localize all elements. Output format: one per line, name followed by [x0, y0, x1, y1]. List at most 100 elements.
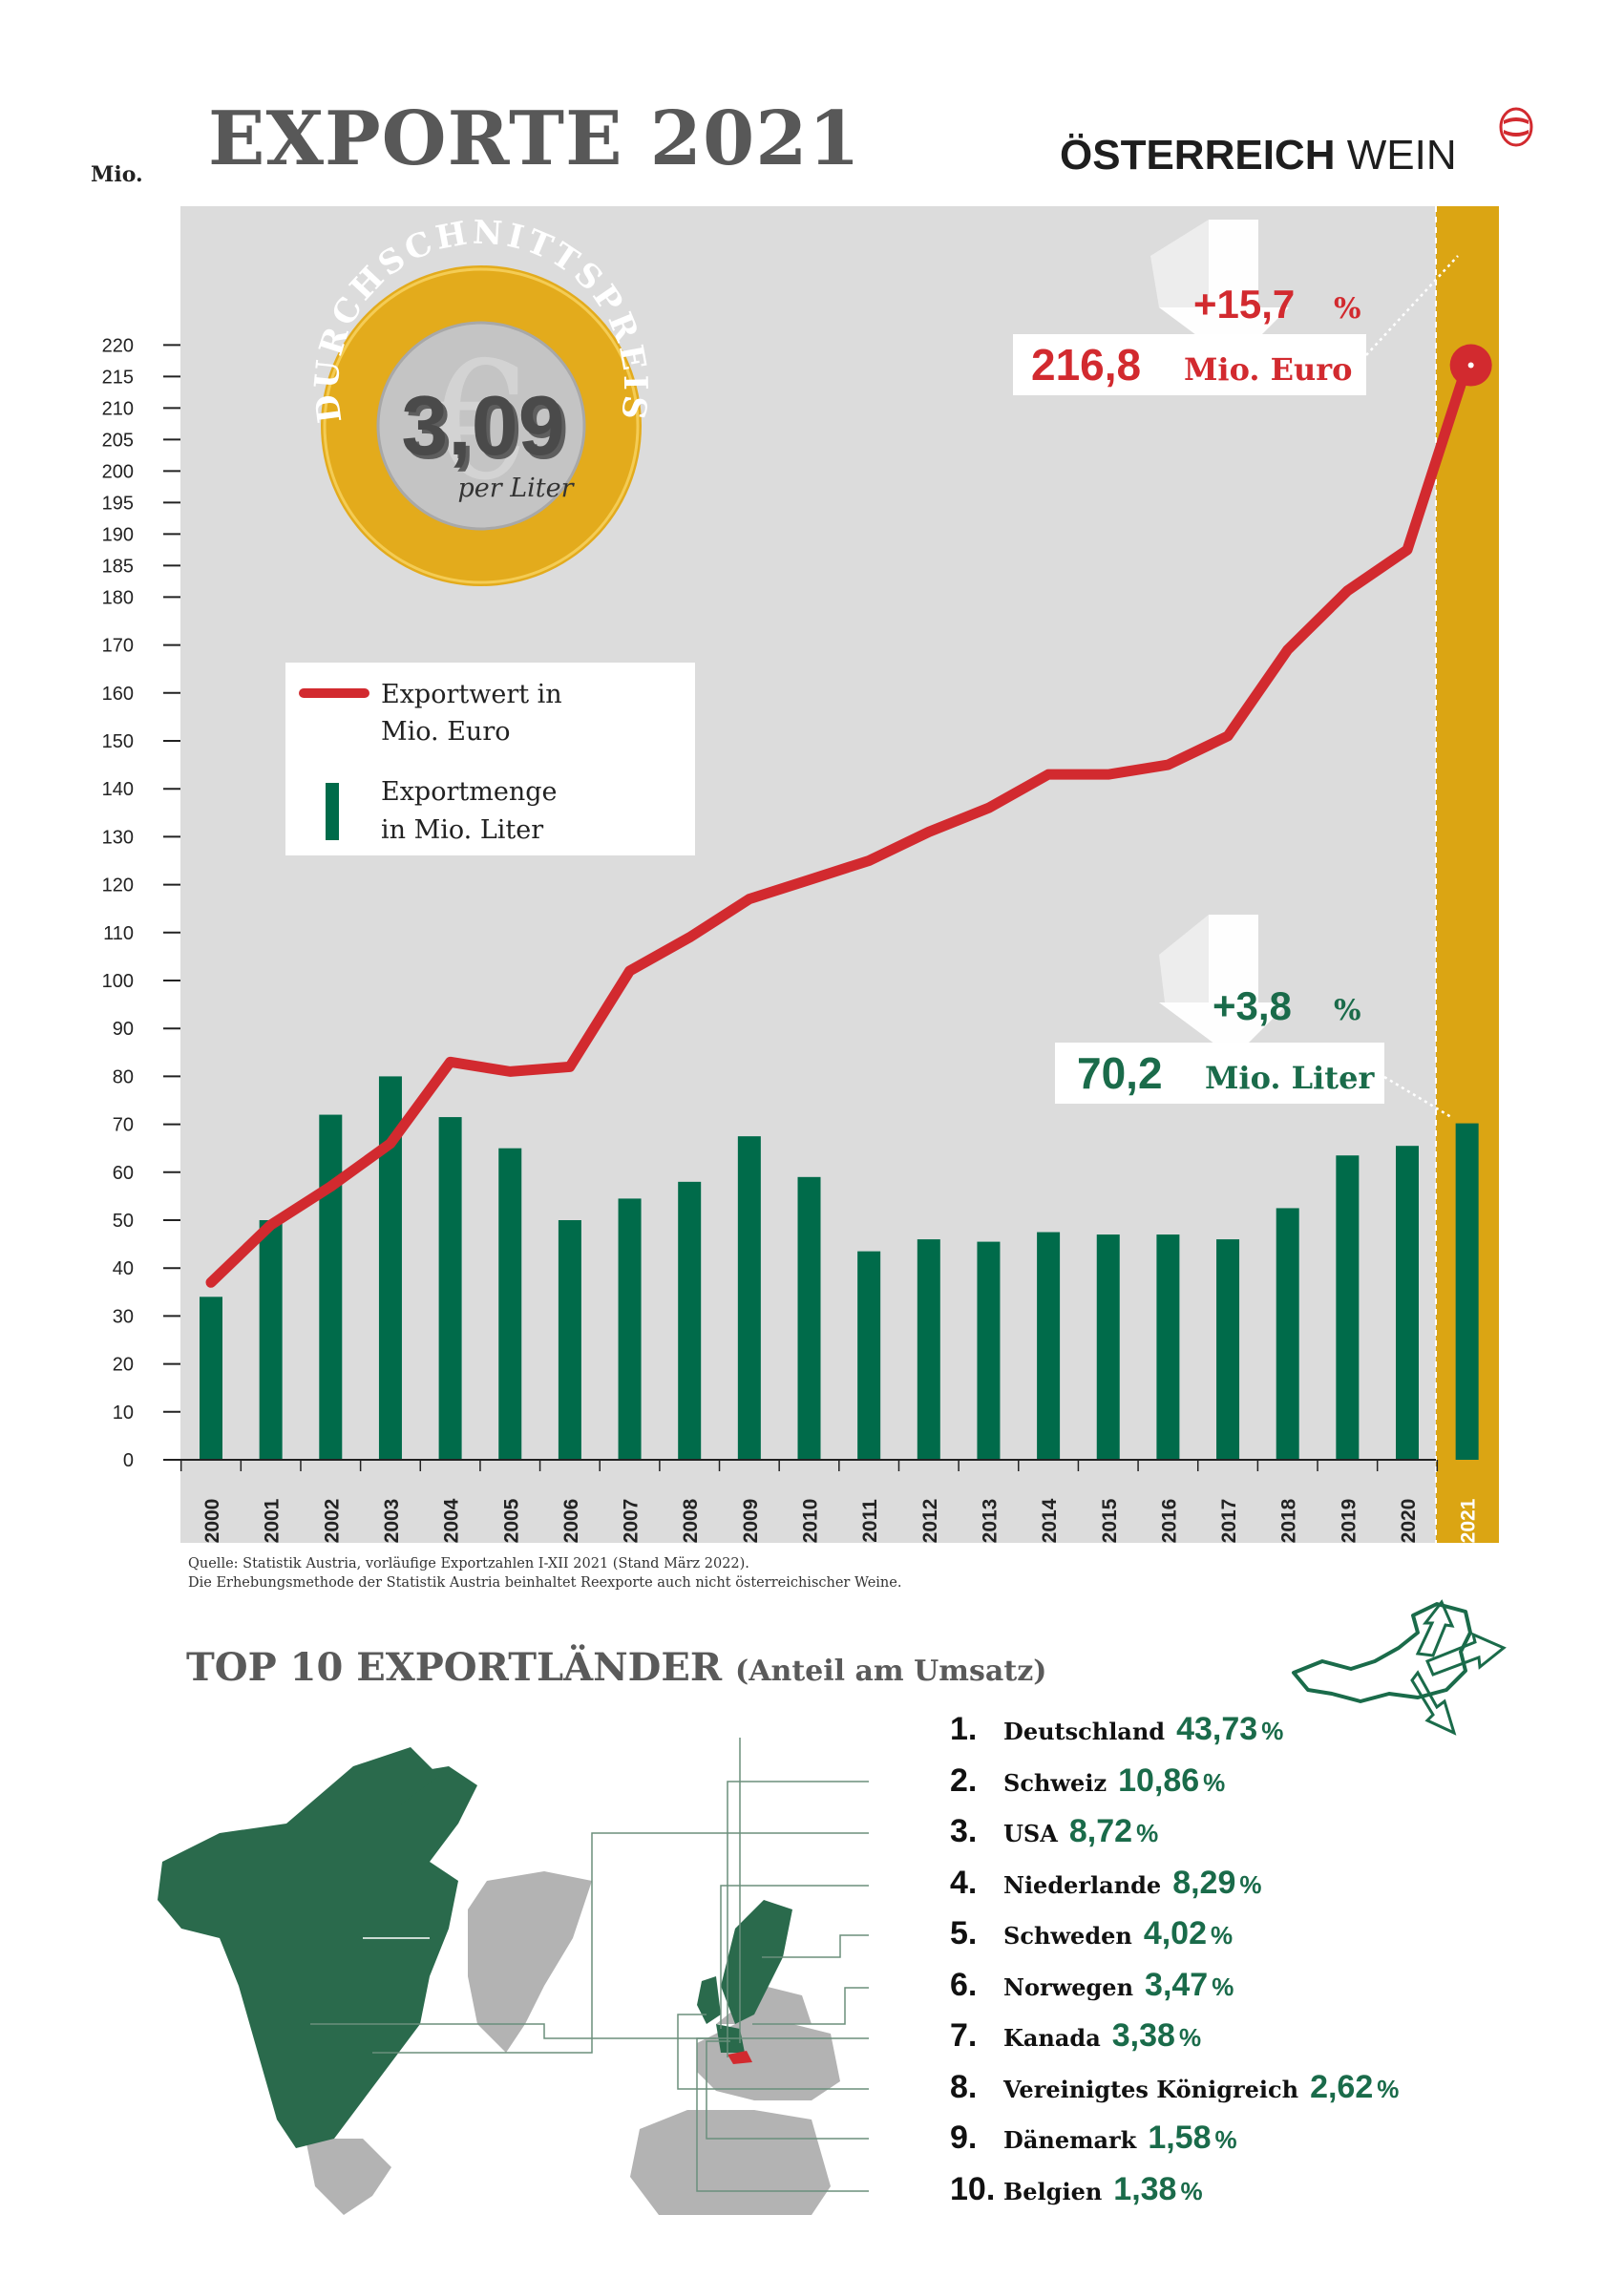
country-share: 1,38: [1113, 2170, 1177, 2207]
greenland-shape: [468, 1871, 592, 2053]
x-tick-label-2001: 2001: [262, 1498, 284, 1543]
country-share: 3,47: [1145, 1966, 1209, 2003]
country-share: 1,58: [1148, 2120, 1212, 2156]
x-tick-label-2019: 2019: [1338, 1499, 1360, 1544]
coin-inner-disc: [376, 321, 586, 531]
country-row: 9. Dänemark 1,58%: [950, 2120, 1237, 2157]
country-share: 8,72: [1068, 1813, 1133, 1849]
country-share: 2,62: [1310, 2068, 1374, 2105]
country-share-unit: %: [1377, 2074, 1400, 2103]
country-row: 4. Niederlande 8,29%: [950, 1865, 1262, 1902]
y-tick-label: 150: [102, 731, 134, 752]
country-row: 8. Vereinigtes Königreich 2,62%: [950, 2069, 1399, 2106]
country-name: Vereinigtes Königreich: [1003, 2075, 1299, 2103]
y-tick-label: 190: [102, 524, 134, 545]
central-america-shape: [306, 2139, 391, 2215]
country-share-unit: %: [1211, 1921, 1234, 1950]
value-amount-unit: Mio. Euro: [1184, 351, 1353, 388]
country-name: Belgien: [1003, 2177, 1103, 2205]
y-tick-label: 220: [102, 335, 134, 356]
country-name: Norwegen: [1003, 1972, 1134, 2001]
country-row: 2. Schweiz 10,86%: [950, 1762, 1225, 1800]
x-tick-label-2016: 2016: [1158, 1499, 1180, 1544]
value-amount-box: [1013, 334, 1366, 395]
bar-2021: [1455, 1123, 1479, 1460]
legend-bar-label-1: Exportmenge: [381, 777, 557, 807]
africa-shape: [630, 2110, 831, 2215]
y-tick-label: 50: [113, 1211, 134, 1232]
country-rank: 6.: [950, 1966, 978, 2003]
x-tick-label-2010: 2010: [800, 1499, 822, 1544]
uk-shape: [697, 1976, 721, 2024]
x-tick-label-2011: 2011: [859, 1499, 881, 1543]
country-row: 6. Norwegen 3,47%: [950, 1967, 1234, 2004]
bar-2015: [1096, 1234, 1120, 1460]
x-tick-label-2017: 2017: [1218, 1499, 1240, 1544]
country-share-unit: %: [1239, 1869, 1262, 1899]
y-tick-label: 100: [102, 971, 134, 992]
scandinavia-shape: [721, 1900, 792, 2024]
up-arrow-volume-icon: [1159, 915, 1289, 1058]
volume-callout: +3,8 % 70,2 Mio. Liter: [1055, 915, 1452, 1119]
country-share: 10,86: [1118, 1761, 1200, 1799]
country-share-unit: %: [1180, 2176, 1203, 2205]
top10-subtitle: (Anteil am Umsatz): [735, 1655, 1047, 1688]
up-arrow-volume-shadow: [1159, 915, 1209, 1002]
bar-2014: [1037, 1232, 1061, 1460]
x-axis: 2000 2001 2002 2003 2004 2005 2006 2007 2008 2009…: [179, 1459, 1480, 1544]
volume-amount-box: [1055, 1043, 1384, 1104]
country-name: USA: [1003, 1820, 1058, 1847]
brand-name-bold: ÖSTERREICH: [1060, 132, 1336, 179]
x-tick-label-2004: 2004: [441, 1498, 463, 1543]
y-tick-label: 80: [113, 1066, 134, 1087]
bar-2001: [259, 1220, 283, 1460]
country-row: 10. Belgien 1,38%: [950, 2171, 1203, 2208]
north-america-shape: [158, 1766, 477, 2148]
x-tick-label-2014: 2014: [1039, 1498, 1061, 1543]
y-tick-label: 170: [102, 636, 134, 657]
y-tick-label: 60: [113, 1163, 134, 1184]
coin-value-shadow: 3,09: [405, 382, 568, 476]
y-tick-label: 180: [102, 587, 134, 608]
y-tick-label: 10: [113, 1403, 134, 1424]
coin-value: 3,09: [401, 378, 564, 473]
country-share-unit: %: [1136, 1819, 1159, 1847]
top10-heading: TOP 10 EXPORTLÄNDER (Anteil am Umsatz): [186, 1645, 1046, 1690]
country-rank: 1.: [950, 1711, 978, 1747]
value-change-unit: %: [1334, 292, 1361, 326]
country-row: 7. Kanada 3,38%: [950, 2017, 1201, 2055]
country-rank: 10.: [950, 2170, 996, 2207]
y-tick-label: 200: [102, 461, 134, 482]
leader-lines: [310, 1738, 869, 2192]
brand-logo: ÖSTERREICH WEIN: [1060, 132, 1457, 179]
austria-shape: [728, 2051, 752, 2064]
y-axis-unit: Mio.: [91, 162, 143, 187]
country-rank: 4.: [950, 1864, 978, 1901]
x-tick-label-2003: 2003: [381, 1499, 403, 1544]
x-tick-label-2013: 2013: [979, 1499, 1001, 1544]
y-tick-label: 70: [113, 1115, 134, 1136]
bar-2012: [917, 1239, 940, 1460]
country-name: Niederlande: [1003, 1870, 1162, 1899]
up-arrow-value-icon: [1159, 220, 1289, 363]
y-tick-label: 0: [123, 1450, 134, 1471]
country-share-unit: %: [1178, 2023, 1202, 2052]
country-name: Schweiz: [1003, 1768, 1107, 1797]
country-name: Dänemark: [1003, 2126, 1137, 2154]
bar-2009: [737, 1136, 761, 1460]
euro-symbol: €: [429, 327, 533, 517]
y-tick-label: 195: [102, 493, 134, 514]
bar-2019: [1336, 1155, 1360, 1460]
country-share: 3,38: [1111, 2017, 1175, 2054]
y-tick-label: 185: [102, 556, 134, 577]
x-tick-label-2007: 2007: [621, 1499, 643, 1544]
legend-bar-swatch: [326, 783, 339, 840]
x-tick-label-2000: 2000: [201, 1499, 223, 1544]
bar-2004: [438, 1117, 462, 1460]
volume-change-unit: %: [1334, 994, 1361, 1027]
bar-series-volume: [200, 1076, 1479, 1460]
x-tick-label-2002: 2002: [321, 1499, 343, 1544]
bar-2005: [498, 1148, 522, 1460]
y-tick-label: 210: [102, 398, 134, 419]
x-tick-label-2008: 2008: [680, 1498, 702, 1543]
